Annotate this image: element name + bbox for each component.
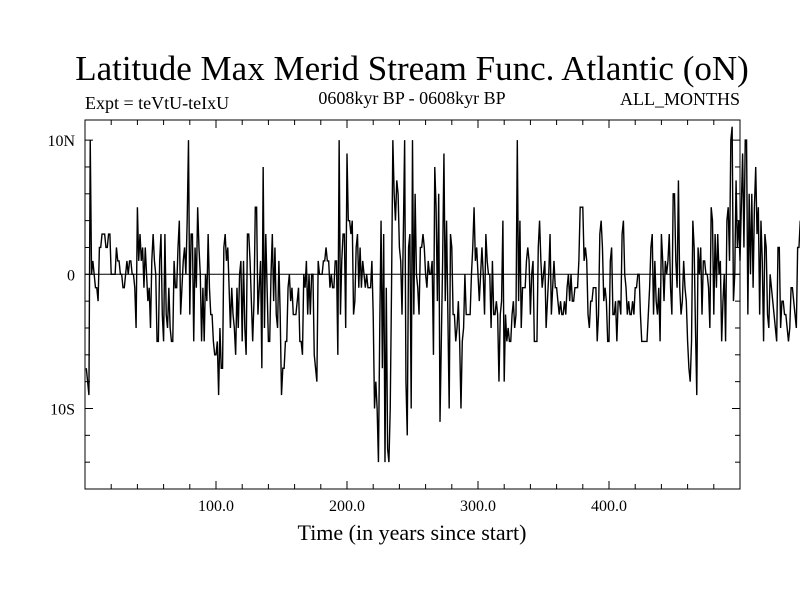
x-tick-label: 200.0 xyxy=(329,498,365,515)
x-tick-label: 300.0 xyxy=(460,498,496,515)
y-tick-label: 10N xyxy=(47,133,75,150)
y-tick-label: 10S xyxy=(50,401,75,418)
chart-subtitle-left: Expt = teVtU-teIxU xyxy=(85,93,229,113)
chart-subtitle-center: 0608kyr BP - 0608kyr BP xyxy=(318,88,505,108)
plot-frame xyxy=(84,119,741,490)
series-line xyxy=(85,126,800,463)
x-tick-label: 400.0 xyxy=(591,498,627,515)
x-tick-label: 100.0 xyxy=(198,498,234,515)
chart-title: Latitude Max Merid Stream Func. Atlantic… xyxy=(75,49,749,88)
y-tick-label: 0 xyxy=(67,267,75,284)
chart-subtitle-right: ALL_MONTHS xyxy=(620,89,740,109)
x-axis-label: Time (in years since start) xyxy=(298,520,527,545)
series-layer xyxy=(85,126,800,463)
